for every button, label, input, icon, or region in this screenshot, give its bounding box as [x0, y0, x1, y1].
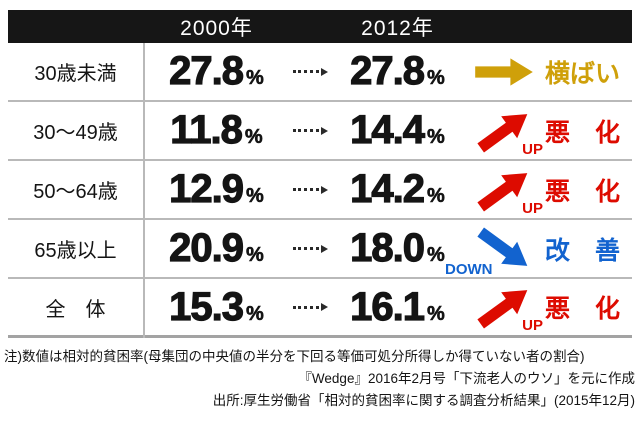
trend-indicator: 横ばい [465, 46, 632, 98]
value-2000: 11.8% [170, 107, 263, 152]
trend-indicator: UP 悪 化 [465, 164, 632, 217]
trend-arrow-icon [471, 46, 537, 98]
trend-arrow-label: UP [522, 140, 543, 158]
trend-arrow-icon: UP [471, 281, 543, 334]
value-2012: 14.4% [350, 107, 446, 152]
row-label: 65歳以上 [34, 240, 117, 262]
trend-status: 横ばい [545, 59, 621, 88]
value-2000: 15.3% [169, 284, 265, 329]
trend-status: 悪 化 [545, 118, 621, 147]
footnote-credit: 『Wedge』2016年2月号「下流老人のウソ」を元に作成 [298, 371, 635, 386]
trend-arrow-icon: UP [471, 164, 543, 217]
dotted-arrow-icon [290, 303, 330, 311]
table-row: 50〜64歳 12.9% 14.2% UP 悪 化 [8, 161, 632, 220]
value-2012: 27.8% [350, 48, 446, 93]
row-label: 30歳未満 [34, 63, 117, 85]
column-divider [143, 43, 145, 338]
row-label: 30〜49歳 [33, 122, 118, 144]
trend-status: 悪 化 [545, 177, 621, 206]
table-row: 全 体 15.3% 16.1% UP 悪 化 [8, 279, 632, 338]
trend-arrow-icon: DOWN [445, 223, 537, 278]
dotted-arrow-icon [290, 67, 330, 76]
trend-status: 改 善 [545, 236, 621, 265]
table-row: 30〜49歳 11.8% 14.4% UP 悪 化 [8, 102, 632, 161]
trend-arrow-icon: UP [471, 105, 543, 158]
poverty-rate-table: 2000年 2012年 30歳未満 27.8% 27.8% [8, 10, 632, 338]
dotted-arrow-icon [290, 185, 330, 194]
dotted-arrow-icon [290, 244, 330, 253]
footnote-source: 出所:厚生労働省「相対的貧困率に関する調査分析結果」(2015年12月) [212, 393, 635, 408]
dotted-arrow-icon [290, 126, 330, 135]
value-2012: 16.1% [350, 284, 446, 329]
trend-status: 悪 化 [545, 295, 621, 323]
value-2012: 14.2% [350, 166, 446, 211]
trend-indicator: DOWN 改 善 [445, 223, 632, 278]
table-row: 65歳以上 20.9% 18.0% DOWN 改 善 [8, 220, 632, 279]
value-2000: 20.9% [169, 225, 265, 270]
table-header: 2000年 2012年 [8, 10, 632, 43]
value-2000: 27.8% [169, 48, 265, 93]
trend-arrow-label: UP [522, 317, 543, 334]
table-row: 30歳未満 27.8% 27.8% 横ばい [8, 43, 632, 102]
column-header-2000: 2000年 [180, 16, 253, 40]
trend-indicator: UP 悪 化 [465, 281, 632, 334]
trend-indicator: UP 悪 化 [465, 105, 632, 158]
footnotes: 注)数値は相対的貧困率(母集団の中央値の半分を下回る等価可処分所得しか得ていない… [4, 346, 635, 412]
column-header-2012: 2012年 [361, 16, 434, 40]
value-2000: 12.9% [169, 166, 265, 211]
value-2012: 18.0% [350, 225, 446, 270]
trend-arrow-label: UP [522, 199, 543, 217]
trend-arrow-label: DOWN [445, 260, 493, 278]
row-label: 全 体 [45, 298, 106, 321]
row-label: 50〜64歳 [33, 181, 118, 203]
table-body: 30歳未満 27.8% 27.8% 横ばい 30〜49歳 [8, 43, 632, 338]
footnote-definition: 注)数値は相対的貧困率(母集団の中央値の半分を下回る等価可処分所得しか得ていない… [4, 349, 585, 364]
